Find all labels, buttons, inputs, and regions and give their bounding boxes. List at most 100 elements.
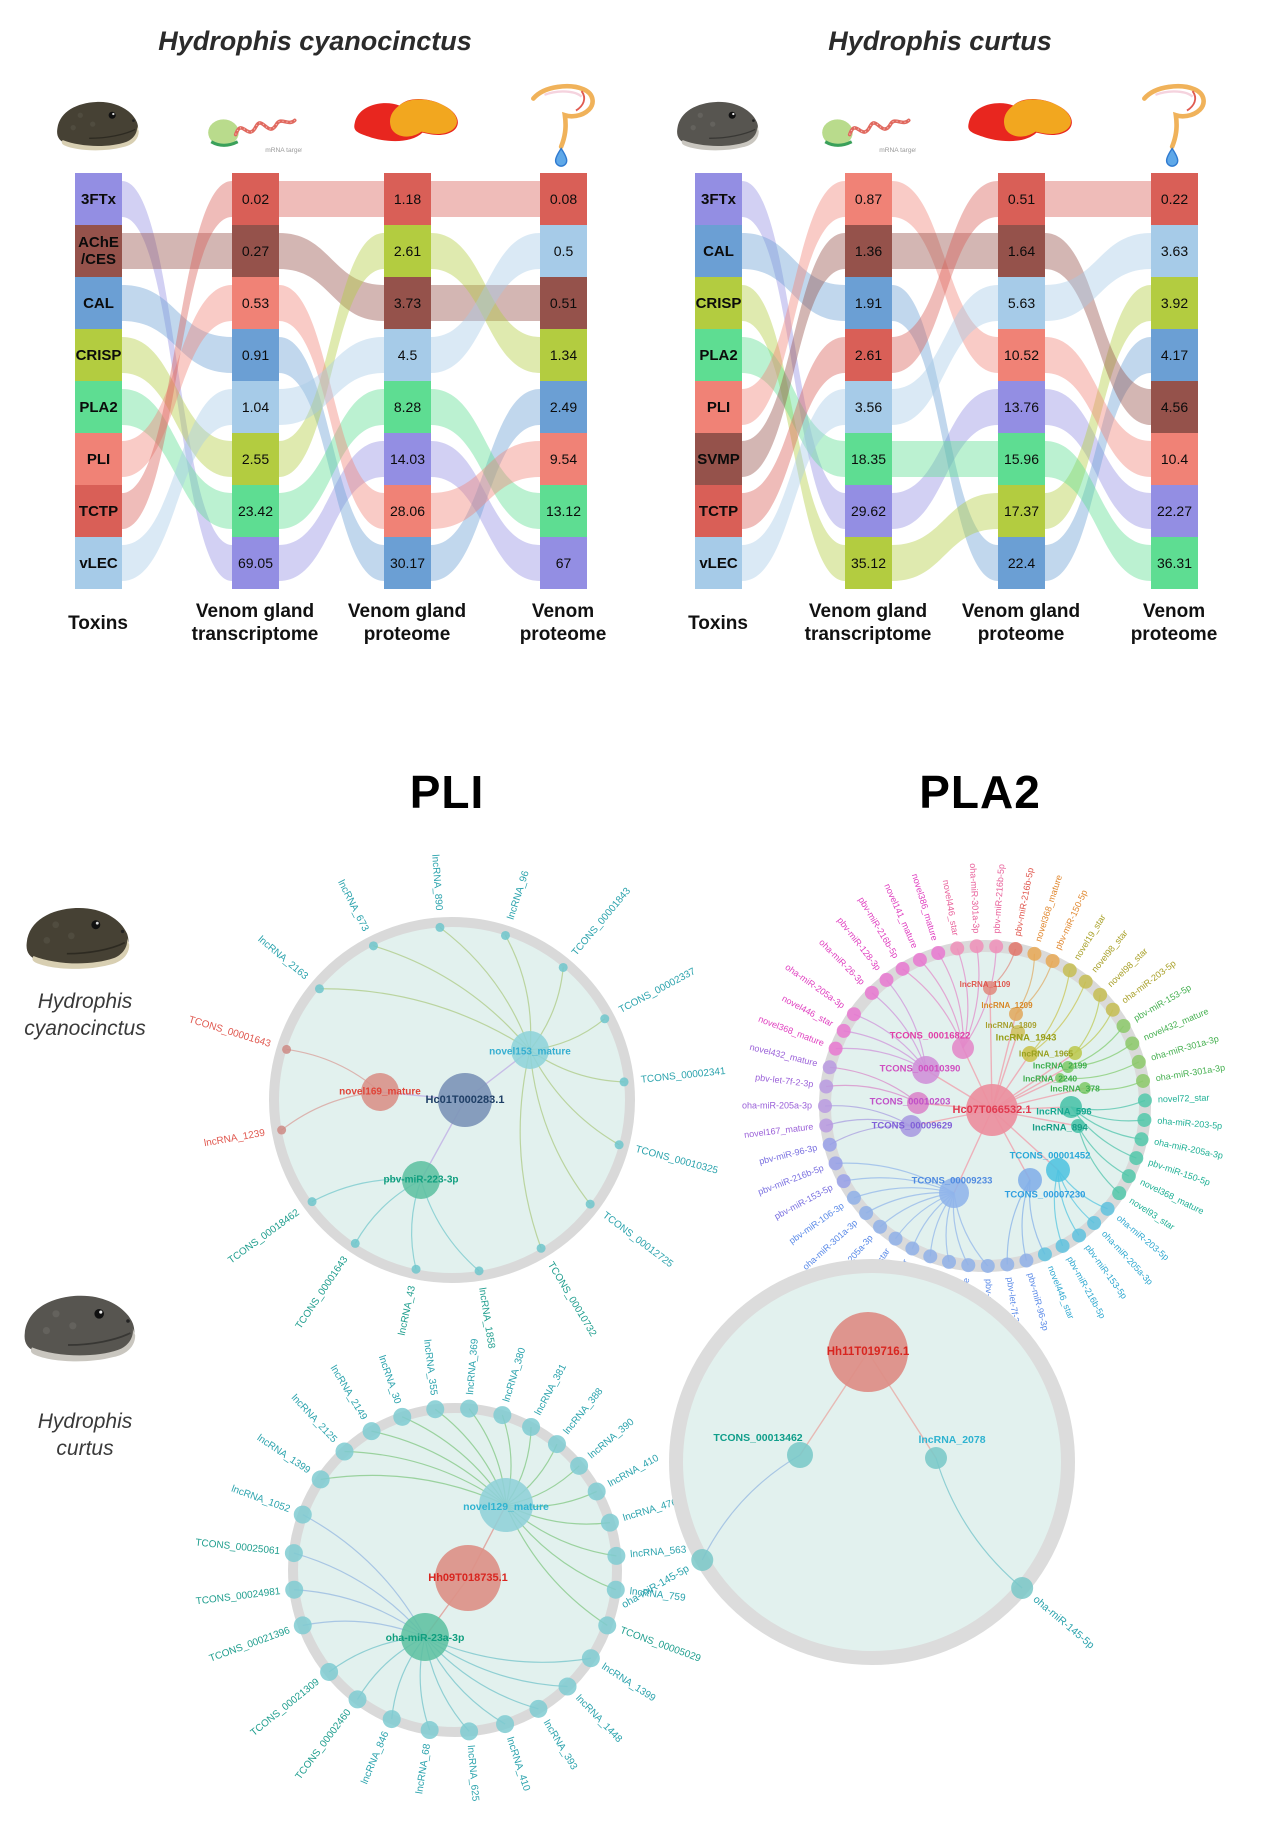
snake-head-icon: [668, 94, 768, 156]
network-hub-node: [1068, 1046, 1082, 1060]
network-edge: [701, 1454, 801, 1561]
network-hub-node: [402, 1161, 440, 1199]
network-edge: [1077, 1125, 1120, 1194]
hub-label: TCONS_00007230: [1005, 1190, 1086, 1201]
node-label: TCONS_00025061: [195, 1537, 281, 1557]
network-node: [1129, 1151, 1144, 1166]
alluvial-ribbon: [279, 285, 384, 529]
node-label: lncRNA_369: [465, 1338, 481, 1395]
node-label: novel432_mature: [749, 1042, 819, 1069]
network-node: [1078, 974, 1093, 989]
alluvial-toxin-cell: CRISP: [75, 329, 122, 381]
node-label: novel72_star: [1158, 1093, 1210, 1105]
alluvial-ribbon: [892, 441, 998, 477]
alluvial-value-cell: 1.91: [845, 277, 892, 329]
network-node: [284, 1544, 303, 1563]
network-hub-node: [787, 1442, 813, 1468]
mirna-target-icon: mRNA target: [208, 118, 302, 154]
alluvial-value-cell: 10.52: [998, 329, 1045, 381]
center-label: Hc07T066532.1: [953, 1104, 1032, 1116]
network-node: [570, 1456, 589, 1475]
node-label: TCONS_00005029: [618, 1625, 702, 1665]
network-hub-node: [1060, 1096, 1082, 1118]
network-hub-node: [1046, 1158, 1070, 1182]
network-edge: [962, 946, 997, 1049]
network-node: [879, 972, 894, 987]
fang-venom-drop-icon: [524, 80, 602, 168]
network-node: [600, 1014, 610, 1024]
node-label: lncRNA_2149: [328, 1363, 369, 1422]
network-node: [950, 941, 965, 956]
alluvial-ribbon: [122, 389, 232, 581]
alluvial-value-cell: 22.4: [998, 537, 1045, 589]
network-node: [1137, 1093, 1152, 1108]
network-node: [282, 1044, 292, 1054]
network-node: [931, 945, 946, 960]
node-label: TCONS_00010732: [545, 1260, 598, 1339]
network-node: [828, 1156, 843, 1171]
alluvial-value-cell: 5.63: [998, 277, 1045, 329]
alluvial-ribbon: [431, 441, 540, 529]
node-label: TCONS_00001843: [570, 886, 633, 959]
hub-label: TCONS_00013462: [713, 1432, 802, 1444]
hub-label: novel129_mature: [463, 1501, 549, 1513]
network-node: [607, 1546, 626, 1565]
snake-head-icon: [48, 94, 148, 156]
network-node: [426, 1400, 445, 1419]
alluvial-ribbon: [742, 337, 845, 529]
network-node: [529, 1699, 548, 1718]
network-node: [1131, 1054, 1146, 1069]
alluvial-toxin-cell: PLA2: [75, 381, 122, 433]
network-node: [822, 1060, 837, 1075]
node-label: lncRNA_890: [429, 854, 444, 911]
alluvial-ribbon: [431, 389, 540, 529]
network-node: [846, 1190, 861, 1205]
network-hub-node: [925, 1447, 947, 1469]
network-node: [819, 1079, 834, 1094]
network-node: [1134, 1132, 1149, 1147]
alluvial-value-cell: 3.56: [845, 381, 892, 433]
hub-label: lncRNA_1809: [985, 1021, 1037, 1030]
node-label: TCONS_00021309: [249, 1676, 322, 1738]
network-node: [905, 1241, 920, 1256]
network-edge: [962, 946, 980, 1049]
network-node: [460, 1399, 479, 1418]
column-header-venom-proteome: Venom proteome: [1130, 601, 1218, 645]
node-label: lncRNA_96: [506, 869, 532, 921]
alluvial-value-cell: 0.5: [540, 225, 587, 277]
network-node: [1000, 1257, 1015, 1272]
alluvial-value-cell: 0.91: [232, 329, 279, 381]
network-hub-node: [1062, 1061, 1074, 1073]
alluvial-value-cell: 13.76: [998, 381, 1045, 433]
node-label: novel446_star: [1046, 1264, 1076, 1320]
alluvial-toxin-cell: SVMP: [695, 433, 742, 485]
alluvial-value-cell: 4.5: [384, 329, 431, 381]
network-node: [836, 1174, 851, 1189]
network-node: [614, 1140, 624, 1150]
column-header-toxins: Toxins: [68, 613, 128, 634]
network-pli_curtus: TCONS_00021396 TCONS_00024981 TCONS_000250…: [195, 1338, 703, 1802]
network-node: [1055, 1238, 1070, 1253]
hub-label: lncRNA_2078: [918, 1434, 985, 1446]
alluvial-value-cell: 1.36: [845, 225, 892, 277]
network-node: [493, 1406, 512, 1425]
node-label: oha-miR-205a-3p: [742, 1100, 812, 1110]
column-header-transcriptome: Venom gland transcriptome: [191, 601, 319, 645]
node-label: pbv-let-7f-2-3p: [755, 1072, 814, 1089]
hub-label: lncRNA_2240: [1023, 1073, 1078, 1083]
alluvial-value-cell: 17.37: [998, 485, 1045, 537]
node-label: lncRNA_625: [465, 1745, 481, 1802]
alluvial-value-cell: 4.56: [1151, 381, 1198, 433]
network-hub-node: [401, 1613, 449, 1661]
node-label: lncRNA_2125: [289, 1392, 339, 1445]
center-label: Hh09T018735.1: [428, 1572, 508, 1584]
hub-label: TCONS_00009629: [872, 1121, 953, 1132]
node-label: lncRNA_673: [335, 878, 370, 933]
node-label: oha-miR-145-5p: [1031, 1594, 1097, 1652]
hub-label: TCONS_00010203: [870, 1097, 951, 1108]
alluvial-value-cell: 0.22: [1151, 173, 1198, 225]
network-hub-node: [1011, 1025, 1025, 1039]
node-label: lncRNA_2163: [256, 934, 311, 982]
network-node: [293, 1505, 312, 1524]
network-node: [912, 952, 927, 967]
